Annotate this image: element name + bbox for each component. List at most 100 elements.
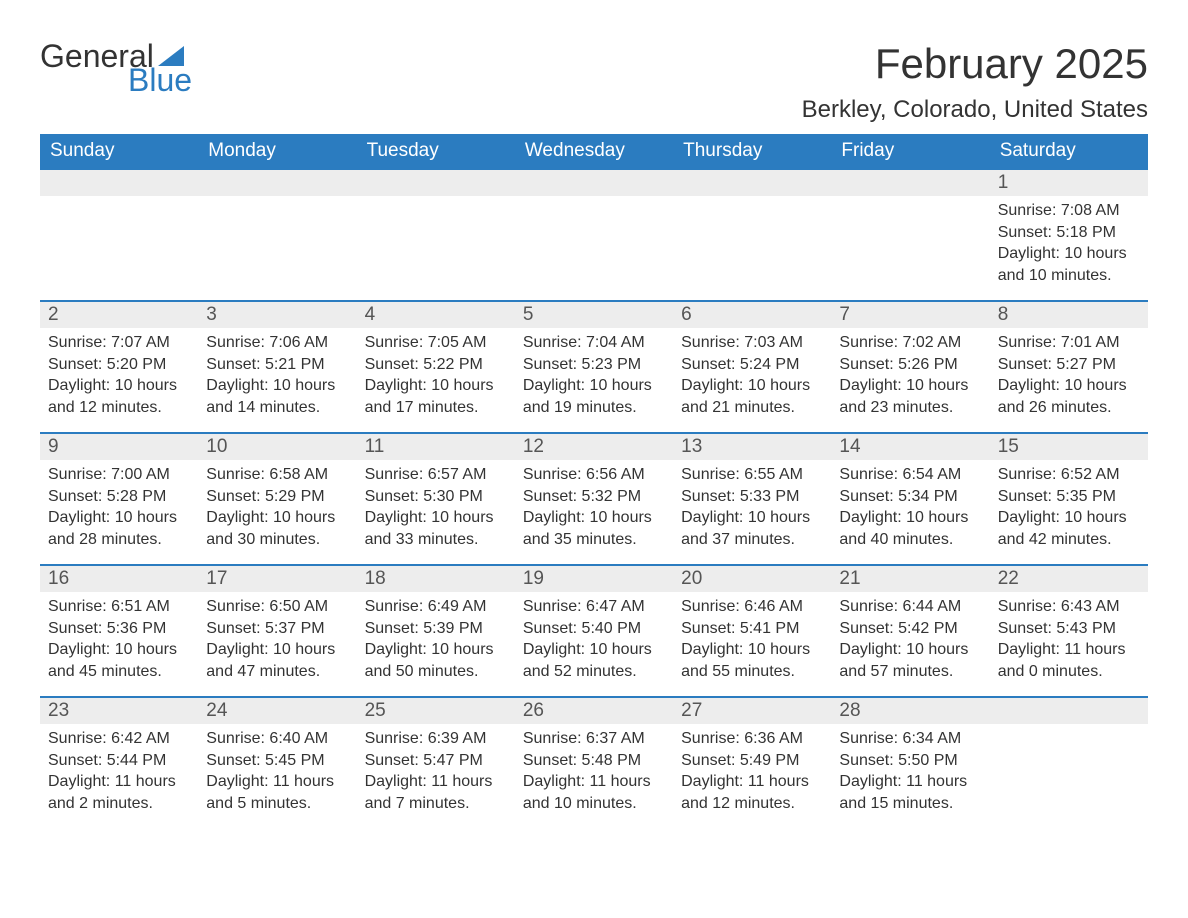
sunset-text: Sunset: 5:35 PM [998, 486, 1140, 508]
daylight-text: Daylight: 10 hours and 28 minutes. [48, 507, 190, 550]
day-header: Saturday [990, 134, 1148, 169]
day-cell: 28Sunrise: 6:34 AMSunset: 5:50 PMDayligh… [831, 697, 989, 829]
day-details: Sunrise: 7:08 AMSunset: 5:18 PMDaylight:… [990, 196, 1148, 294]
day-cell: 27Sunrise: 6:36 AMSunset: 5:49 PMDayligh… [673, 697, 831, 829]
empty-daynum [831, 170, 989, 196]
sunset-text: Sunset: 5:32 PM [523, 486, 665, 508]
day-details: Sunrise: 6:47 AMSunset: 5:40 PMDaylight:… [515, 592, 673, 690]
sunrise-text: Sunrise: 6:43 AM [998, 596, 1140, 618]
sunset-text: Sunset: 5:29 PM [206, 486, 348, 508]
day-cell: 23Sunrise: 6:42 AMSunset: 5:44 PMDayligh… [40, 697, 198, 829]
day-cell: 5Sunrise: 7:04 AMSunset: 5:23 PMDaylight… [515, 301, 673, 433]
daylight-text: Daylight: 10 hours and 55 minutes. [681, 639, 823, 682]
sunset-text: Sunset: 5:44 PM [48, 750, 190, 772]
day-header: Thursday [673, 134, 831, 169]
sunrise-text: Sunrise: 7:04 AM [523, 332, 665, 354]
day-details: Sunrise: 7:02 AMSunset: 5:26 PMDaylight:… [831, 328, 989, 426]
sunset-text: Sunset: 5:27 PM [998, 354, 1140, 376]
sunset-text: Sunset: 5:23 PM [523, 354, 665, 376]
sunset-text: Sunset: 5:20 PM [48, 354, 190, 376]
day-details: Sunrise: 6:39 AMSunset: 5:47 PMDaylight:… [357, 724, 515, 822]
day-number: 19 [515, 566, 673, 592]
empty-daynum [515, 170, 673, 196]
sunset-text: Sunset: 5:36 PM [48, 618, 190, 640]
sunrise-text: Sunrise: 7:08 AM [998, 200, 1140, 222]
sunset-text: Sunset: 5:33 PM [681, 486, 823, 508]
daylight-text: Daylight: 10 hours and 23 minutes. [839, 375, 981, 418]
day-details: Sunrise: 6:42 AMSunset: 5:44 PMDaylight:… [40, 724, 198, 822]
day-details: Sunrise: 6:57 AMSunset: 5:30 PMDaylight:… [357, 460, 515, 558]
sunset-text: Sunset: 5:21 PM [206, 354, 348, 376]
day-details: Sunrise: 6:52 AMSunset: 5:35 PMDaylight:… [990, 460, 1148, 558]
day-cell: 20Sunrise: 6:46 AMSunset: 5:41 PMDayligh… [673, 565, 831, 697]
day-cell: 16Sunrise: 6:51 AMSunset: 5:36 PMDayligh… [40, 565, 198, 697]
daylight-text: Daylight: 10 hours and 30 minutes. [206, 507, 348, 550]
day-number: 10 [198, 434, 356, 460]
daylight-text: Daylight: 10 hours and 45 minutes. [48, 639, 190, 682]
location: Berkley, Colorado, United States [802, 96, 1148, 124]
sunrise-text: Sunrise: 6:39 AM [365, 728, 507, 750]
sunset-text: Sunset: 5:47 PM [365, 750, 507, 772]
empty-cell [673, 169, 831, 301]
day-number: 24 [198, 698, 356, 724]
day-details: Sunrise: 7:06 AMSunset: 5:21 PMDaylight:… [198, 328, 356, 426]
week-row: 23Sunrise: 6:42 AMSunset: 5:44 PMDayligh… [40, 697, 1148, 829]
daylight-text: Daylight: 10 hours and 40 minutes. [839, 507, 981, 550]
empty-cell [198, 169, 356, 301]
empty-cell [990, 697, 1148, 829]
day-number: 21 [831, 566, 989, 592]
day-cell: 22Sunrise: 6:43 AMSunset: 5:43 PMDayligh… [990, 565, 1148, 697]
daylight-text: Daylight: 10 hours and 14 minutes. [206, 375, 348, 418]
sunrise-text: Sunrise: 7:05 AM [365, 332, 507, 354]
day-cell: 1Sunrise: 7:08 AMSunset: 5:18 PMDaylight… [990, 169, 1148, 301]
empty-cell [515, 169, 673, 301]
empty-cell [40, 169, 198, 301]
sunrise-text: Sunrise: 6:54 AM [839, 464, 981, 486]
daylight-text: Daylight: 10 hours and 35 minutes. [523, 507, 665, 550]
day-details: Sunrise: 6:40 AMSunset: 5:45 PMDaylight:… [198, 724, 356, 822]
day-cell: 4Sunrise: 7:05 AMSunset: 5:22 PMDaylight… [357, 301, 515, 433]
week-row: 1Sunrise: 7:08 AMSunset: 5:18 PMDaylight… [40, 169, 1148, 301]
empty-cell [357, 169, 515, 301]
sunset-text: Sunset: 5:37 PM [206, 618, 348, 640]
day-number: 18 [357, 566, 515, 592]
daylight-text: Daylight: 10 hours and 26 minutes. [998, 375, 1140, 418]
calendar-table: SundayMondayTuesdayWednesdayThursdayFrid… [40, 134, 1148, 829]
day-number: 13 [673, 434, 831, 460]
sunset-text: Sunset: 5:28 PM [48, 486, 190, 508]
daylight-text: Daylight: 10 hours and 57 minutes. [839, 639, 981, 682]
day-header: Tuesday [357, 134, 515, 169]
daylight-text: Daylight: 11 hours and 0 minutes. [998, 639, 1140, 682]
day-details: Sunrise: 6:56 AMSunset: 5:32 PMDaylight:… [515, 460, 673, 558]
month-title: February 2025 [802, 40, 1148, 88]
day-details: Sunrise: 6:43 AMSunset: 5:43 PMDaylight:… [990, 592, 1148, 690]
sunrise-text: Sunrise: 6:51 AM [48, 596, 190, 618]
day-details: Sunrise: 7:00 AMSunset: 5:28 PMDaylight:… [40, 460, 198, 558]
day-number: 5 [515, 302, 673, 328]
day-number: 23 [40, 698, 198, 724]
sunrise-text: Sunrise: 6:44 AM [839, 596, 981, 618]
sunrise-text: Sunrise: 6:46 AM [681, 596, 823, 618]
empty-daynum [990, 698, 1148, 724]
day-details: Sunrise: 6:55 AMSunset: 5:33 PMDaylight:… [673, 460, 831, 558]
sunrise-text: Sunrise: 6:34 AM [839, 728, 981, 750]
day-number: 27 [673, 698, 831, 724]
day-number: 1 [990, 170, 1148, 196]
day-details: Sunrise: 6:54 AMSunset: 5:34 PMDaylight:… [831, 460, 989, 558]
sunset-text: Sunset: 5:42 PM [839, 618, 981, 640]
day-header: Monday [198, 134, 356, 169]
day-cell: 25Sunrise: 6:39 AMSunset: 5:47 PMDayligh… [357, 697, 515, 829]
day-details: Sunrise: 7:03 AMSunset: 5:24 PMDaylight:… [673, 328, 831, 426]
day-number: 8 [990, 302, 1148, 328]
daylight-text: Daylight: 10 hours and 17 minutes. [365, 375, 507, 418]
day-cell: 24Sunrise: 6:40 AMSunset: 5:45 PMDayligh… [198, 697, 356, 829]
sunrise-text: Sunrise: 6:49 AM [365, 596, 507, 618]
day-cell: 2Sunrise: 7:07 AMSunset: 5:20 PMDaylight… [40, 301, 198, 433]
day-details: Sunrise: 6:49 AMSunset: 5:39 PMDaylight:… [357, 592, 515, 690]
day-cell: 3Sunrise: 7:06 AMSunset: 5:21 PMDaylight… [198, 301, 356, 433]
logo: General Blue [40, 40, 192, 96]
day-number: 6 [673, 302, 831, 328]
sunset-text: Sunset: 5:30 PM [365, 486, 507, 508]
daylight-text: Daylight: 11 hours and 12 minutes. [681, 771, 823, 814]
day-number: 3 [198, 302, 356, 328]
